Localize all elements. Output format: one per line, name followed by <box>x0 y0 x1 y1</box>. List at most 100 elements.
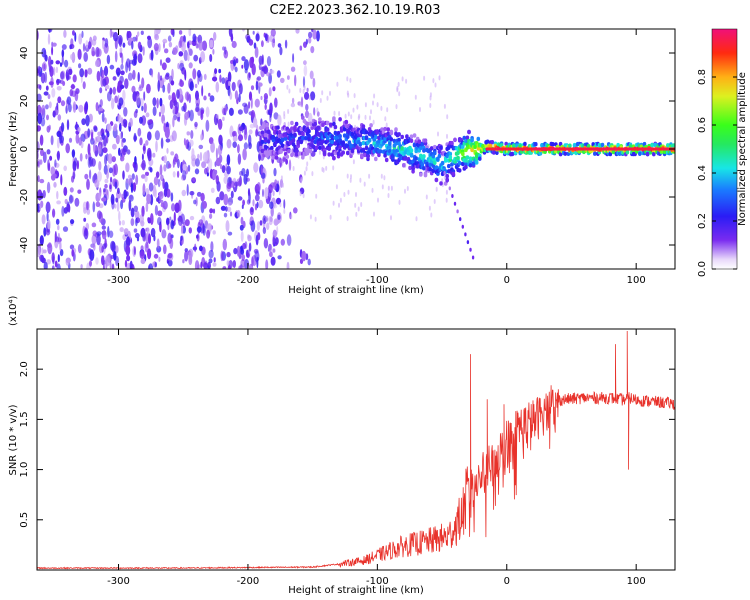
spectrogram-cell <box>118 211 121 222</box>
spectrogram-cell <box>112 76 117 81</box>
spectrogram-cell <box>329 214 332 220</box>
spectrogram-cell <box>248 39 254 46</box>
spectrogram-cell <box>380 173 383 179</box>
spectrogram-cell <box>310 91 316 101</box>
spectrogram-cell <box>178 40 182 49</box>
spectrogram-cell <box>227 71 232 83</box>
spectrogram-cell <box>161 62 167 71</box>
spectrogram-cell <box>162 38 168 44</box>
spectrogram-cell <box>202 200 208 209</box>
spectrogram-cell <box>650 142 654 148</box>
spectrogram-cell <box>85 40 89 49</box>
spectrogram-cell <box>215 196 221 205</box>
spectrogram-cell <box>37 93 42 102</box>
spectrogram-cell <box>215 81 220 93</box>
spectrogram-cell <box>68 137 73 143</box>
spectrogram-cell <box>423 171 428 176</box>
spectrogram-cell <box>246 199 251 205</box>
spectrogram-cell <box>303 64 308 77</box>
spectrogram-cell <box>111 263 115 269</box>
spectrogram-cell <box>406 186 409 191</box>
spectrogram-cell <box>263 238 269 249</box>
spectrogram-cell <box>308 37 312 44</box>
spectrogram-cell <box>188 29 192 37</box>
spectrogram-cell <box>160 199 164 204</box>
y-tick-label: -40 <box>19 237 30 253</box>
spectrogram-cell <box>330 139 335 145</box>
spectrogram-cell <box>355 211 358 217</box>
spectrogram-cell <box>258 152 261 162</box>
spectrogram-cell <box>150 49 154 61</box>
spectrogram-cell <box>157 80 160 92</box>
spectrogram-cell <box>55 66 59 74</box>
spectrogram-cell <box>219 164 223 170</box>
spectrogram-cell <box>95 201 101 208</box>
spectrogram-cell <box>423 75 426 81</box>
spectrogram-cell <box>181 41 186 53</box>
spectrogram-cell <box>46 181 51 194</box>
spectrogram-cell <box>268 87 272 97</box>
spectrogram-cell <box>451 194 454 198</box>
spectrogram-cell <box>273 142 277 148</box>
spectrogram-cell <box>219 191 225 201</box>
y-tick-label: 0 <box>19 146 30 152</box>
spectrogram-cell <box>308 31 313 39</box>
spectrogram-cell <box>167 35 172 42</box>
spectrogram-cell <box>446 114 449 120</box>
spectrogram-cell <box>374 144 378 149</box>
spectrogram-cell <box>242 148 247 161</box>
spectrogram-cell <box>172 159 175 168</box>
spectrogram-y-label: Frequency (Hz) <box>8 111 19 187</box>
spectrogram-cell <box>301 115 305 120</box>
spectrogram-cell <box>225 220 230 233</box>
spectrogram-cell <box>290 126 294 131</box>
spectrogram-cell <box>93 126 98 133</box>
spectrogram-cell <box>256 182 261 192</box>
spectrogram-cell <box>261 40 264 48</box>
spectrogram-cell <box>287 109 290 114</box>
spectrogram-cell <box>240 231 244 242</box>
spectrogram-cell <box>299 191 302 197</box>
spectrogram-cell <box>354 202 357 208</box>
spectrogram-cell <box>277 214 281 220</box>
spectrogram-cell <box>117 187 120 194</box>
spectrogram-cell <box>247 235 252 242</box>
spectrogram-cell <box>125 61 129 73</box>
spectrogram-cell <box>140 227 146 238</box>
spectrogram-cell <box>56 150 61 161</box>
spectrogram-cell <box>57 254 60 263</box>
spectrogram-cell <box>309 155 312 161</box>
snr-y-ticks: 0.5 1.0 1.5 2.0 <box>19 361 675 528</box>
spectrogram-cell <box>145 140 149 146</box>
spectrogram-cell <box>453 137 457 143</box>
spectrogram-cell <box>260 95 263 101</box>
spectrogram-cell <box>167 163 172 169</box>
spectrogram-cell <box>318 145 322 150</box>
spectrogram-cell <box>415 216 418 222</box>
spectrogram-cell <box>70 84 76 89</box>
spectrogram-cell <box>200 51 206 63</box>
spectrogram-cell <box>148 233 151 244</box>
spectrogram-cell <box>96 210 102 220</box>
spectrogram-cell <box>45 85 49 91</box>
spectrogram-cell <box>172 116 175 128</box>
spectrogram-cell <box>241 64 244 69</box>
spectrogram-cell <box>133 110 138 118</box>
spectrogram-cell <box>68 68 73 76</box>
spectrogram-cell <box>157 71 160 82</box>
spectrogram-cell <box>137 53 143 64</box>
spectrogram-cell <box>122 148 127 156</box>
spectrogram-cell <box>279 202 282 208</box>
spectrogram-cell <box>121 220 126 226</box>
spectrogram-cell <box>299 101 302 107</box>
spectrogram-cell <box>162 200 168 210</box>
spectrogram-cell <box>322 150 327 155</box>
spectrogram-cell <box>270 29 276 37</box>
spectrogram-cell <box>87 143 91 156</box>
spectrogram-cell <box>105 255 110 267</box>
spectrogram-cell <box>122 119 128 125</box>
spectrogram-cell <box>263 66 269 75</box>
spectrogram-cell <box>164 48 169 54</box>
spectrogram-cell <box>53 181 57 188</box>
spectrogram-cell <box>238 93 241 103</box>
